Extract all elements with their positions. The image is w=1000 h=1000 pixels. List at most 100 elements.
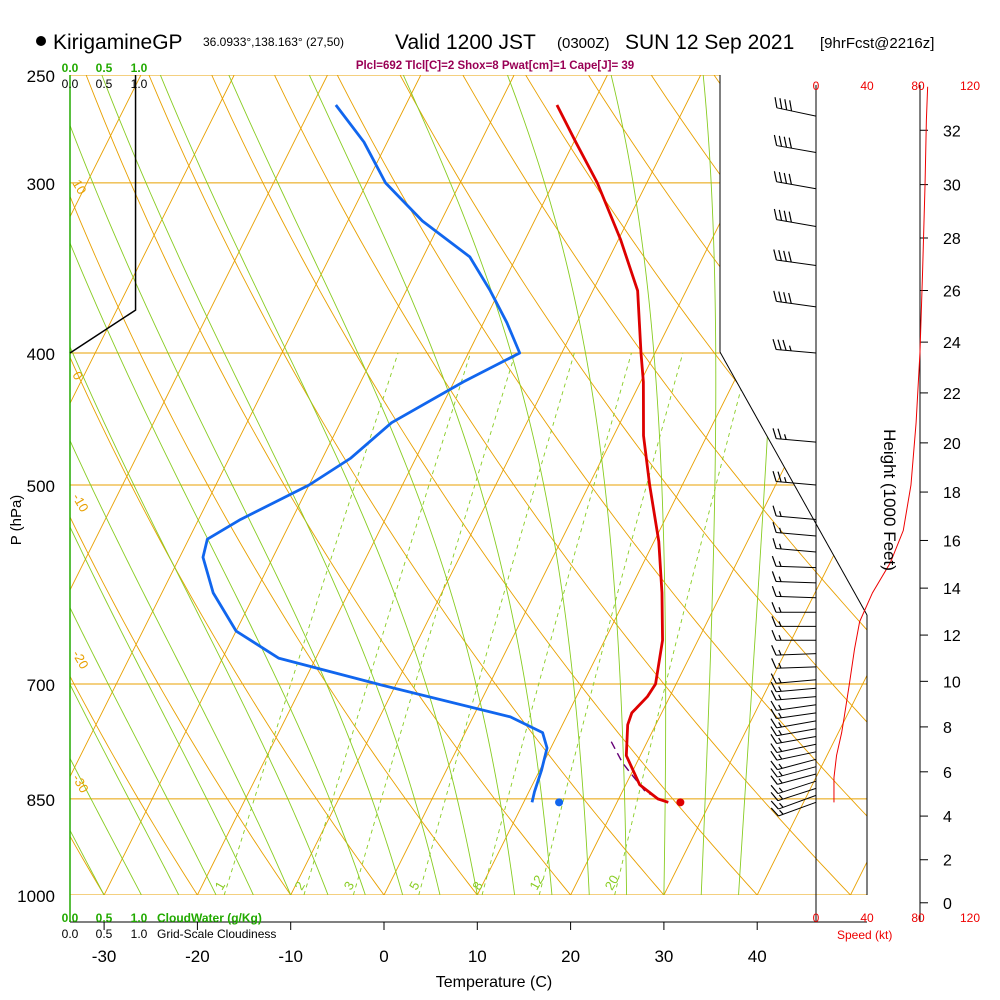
cloudwater-axis-label: CloudWater (g/Kg) bbox=[157, 911, 262, 925]
isotherm--40 bbox=[70, 75, 422, 778]
barb-flag bbox=[772, 471, 777, 482]
barb-half bbox=[778, 649, 782, 656]
barb-flag bbox=[770, 708, 777, 719]
wind-barb bbox=[771, 658, 817, 669]
barb-half bbox=[779, 543, 782, 550]
forecast-label: [9hrFcst@2216z] bbox=[820, 35, 934, 52]
barb-half bbox=[778, 754, 783, 760]
height-tick-label: 4 bbox=[943, 809, 952, 826]
x-tick-label: 20 bbox=[561, 947, 580, 966]
x-tick-label: -10 bbox=[278, 947, 303, 966]
barb-flag bbox=[770, 784, 779, 794]
speed-tick-bottom: 120 bbox=[960, 911, 980, 925]
wind-barb bbox=[773, 249, 817, 267]
station-coords: 36.0933°,138.163° (27,50) bbox=[203, 35, 344, 49]
wind-barb bbox=[772, 538, 817, 553]
moist-adiabat bbox=[70, 241, 366, 895]
barb-half bbox=[778, 704, 782, 710]
barb-flag bbox=[773, 134, 778, 146]
barb-staff bbox=[776, 687, 817, 693]
barb-flag bbox=[788, 137, 792, 149]
barb-flag bbox=[777, 471, 782, 483]
moist-adiabat bbox=[308, 75, 553, 895]
height-tick-label: 22 bbox=[943, 386, 961, 403]
utc-time: (0300Z) bbox=[557, 35, 610, 52]
wind-barb bbox=[772, 522, 817, 537]
moist-adiabat bbox=[101, 75, 441, 895]
surface-dewpoint-point bbox=[555, 798, 564, 807]
isotherm-label: 10 bbox=[69, 177, 89, 197]
barb-staff bbox=[776, 181, 817, 190]
barb-flag bbox=[771, 658, 777, 669]
barb-staff bbox=[776, 736, 817, 744]
cloudwater-tick-top: 1.0 bbox=[131, 61, 148, 75]
barb-staff bbox=[776, 259, 817, 267]
barb-staff bbox=[778, 801, 817, 817]
valid-date: SUN 12 Sep 2021 bbox=[625, 31, 794, 54]
cloudiness-axis-label: Grid-Scale Cloudiness bbox=[157, 927, 276, 941]
isotherm--60 bbox=[70, 75, 235, 405]
wind-barb bbox=[770, 718, 817, 729]
plot-frame bbox=[69, 75, 921, 923]
cloudwater-tick-bottom: 0.0 bbox=[62, 911, 79, 925]
wind-barb bbox=[772, 471, 817, 486]
mixing-ratio-label: 3 bbox=[341, 879, 358, 893]
barb-staff bbox=[776, 565, 817, 569]
barb-flag bbox=[772, 505, 777, 517]
barb-half bbox=[783, 477, 787, 483]
barb-flag bbox=[771, 629, 777, 641]
speed-tick-top: 80 bbox=[911, 79, 925, 93]
barb-half bbox=[778, 662, 782, 669]
moist-adiabat bbox=[402, 75, 590, 895]
barb-half bbox=[778, 787, 784, 793]
wind-barb bbox=[770, 681, 817, 693]
isotherm-label: -20 bbox=[69, 648, 91, 672]
moist-adiabat bbox=[506, 75, 628, 895]
dry-adiabat bbox=[70, 515, 292, 895]
barb-flag bbox=[772, 538, 777, 549]
wind-barb bbox=[773, 290, 817, 308]
barb-staff bbox=[776, 219, 817, 228]
dry-adiabat bbox=[70, 356, 385, 895]
x-axis-title: Temperature (C) bbox=[436, 974, 552, 991]
moist-adiabat bbox=[70, 757, 142, 895]
speed-tick-top: 120 bbox=[960, 79, 980, 93]
wind-barb bbox=[770, 773, 817, 785]
dry-adiabat bbox=[0, 51, 27, 924]
barb-half bbox=[778, 634, 782, 641]
barb-flag bbox=[774, 97, 778, 108]
barb-flag bbox=[773, 171, 778, 182]
pressure-tick-label: 850 bbox=[27, 791, 55, 810]
wind-barb bbox=[771, 616, 816, 627]
barb-staff bbox=[777, 766, 817, 778]
wind-barb bbox=[774, 97, 817, 117]
height-axis-title: Height (1000 Feet) bbox=[880, 429, 899, 571]
barb-half bbox=[778, 722, 783, 728]
barb-staff bbox=[776, 666, 817, 669]
barb-flag bbox=[770, 700, 777, 711]
barb-flag bbox=[772, 339, 777, 350]
dry-adiabat bbox=[273, 75, 852, 895]
barb-staff bbox=[776, 653, 817, 656]
barb-staff bbox=[777, 787, 817, 802]
barb-staff bbox=[776, 349, 817, 354]
wind-barb bbox=[770, 750, 817, 761]
barb-half bbox=[778, 763, 783, 769]
speed-tick-top: 0 bbox=[813, 79, 820, 93]
barb-flag bbox=[778, 209, 783, 221]
plot-mask bbox=[720, 75, 867, 615]
temperature-line bbox=[555, 104, 669, 804]
moist-adiabat bbox=[70, 683, 180, 895]
moist-adiabat bbox=[70, 124, 404, 895]
height-tick-label: 20 bbox=[943, 436, 961, 453]
dry-adiabat bbox=[399, 75, 867, 723]
pressure-tick-label: 250 bbox=[27, 67, 55, 86]
barb-half bbox=[779, 802, 784, 808]
barb-half bbox=[778, 591, 782, 597]
moist-adiabat bbox=[700, 75, 717, 895]
barb-flag bbox=[771, 602, 777, 613]
barb-staff bbox=[776, 743, 817, 754]
wind-barb bbox=[771, 555, 817, 569]
barb-flag bbox=[778, 291, 782, 303]
